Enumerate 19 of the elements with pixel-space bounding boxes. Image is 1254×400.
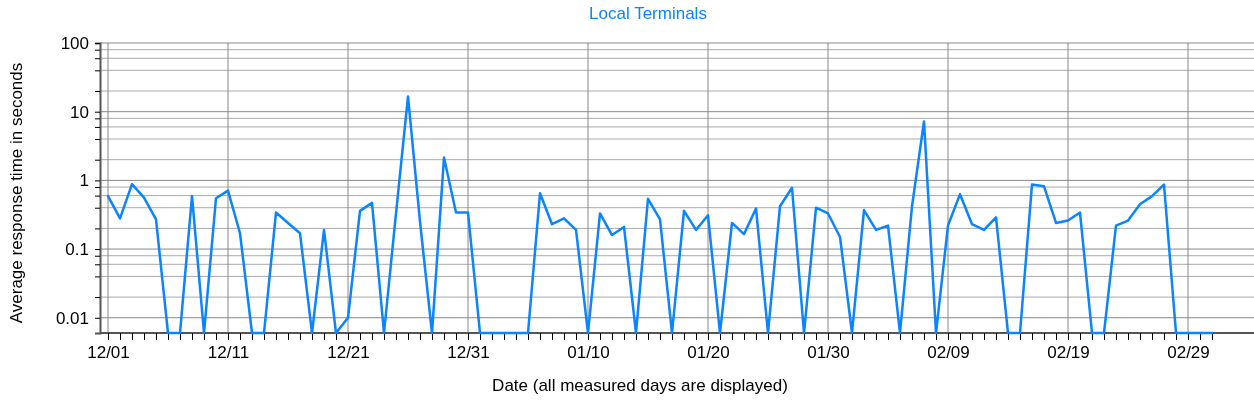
x-tick-label: 12/01 xyxy=(87,343,130,363)
y-tick-label: 10 xyxy=(70,102,89,122)
y-axis-title: Average response time in seconds xyxy=(7,62,26,324)
x-tick-label: 12/11 xyxy=(207,343,250,363)
y-tick-label: 0.01 xyxy=(55,308,89,328)
chart-subtitle: Local Terminals xyxy=(589,4,707,23)
x-tick-label: 12/31 xyxy=(447,343,490,363)
x-tick-label: 01/20 xyxy=(687,343,730,363)
x-tick-label: 02/09 xyxy=(927,343,970,363)
x-axis-title: Date (all measured days are displayed) xyxy=(492,376,788,395)
line-series xyxy=(106,95,1214,335)
x-tick-label: 02/29 xyxy=(1167,343,1210,363)
y-tick-label: 100 xyxy=(60,33,89,53)
x-tick-label: 02/19 xyxy=(1047,343,1090,363)
x-tick-label: 12/21 xyxy=(327,343,370,363)
x-tick-label: 01/10 xyxy=(567,343,610,363)
y-tick-label: 1 xyxy=(79,171,89,191)
x-tick-label: 01/30 xyxy=(807,343,850,363)
y-tick-label: 0.1 xyxy=(65,240,89,260)
